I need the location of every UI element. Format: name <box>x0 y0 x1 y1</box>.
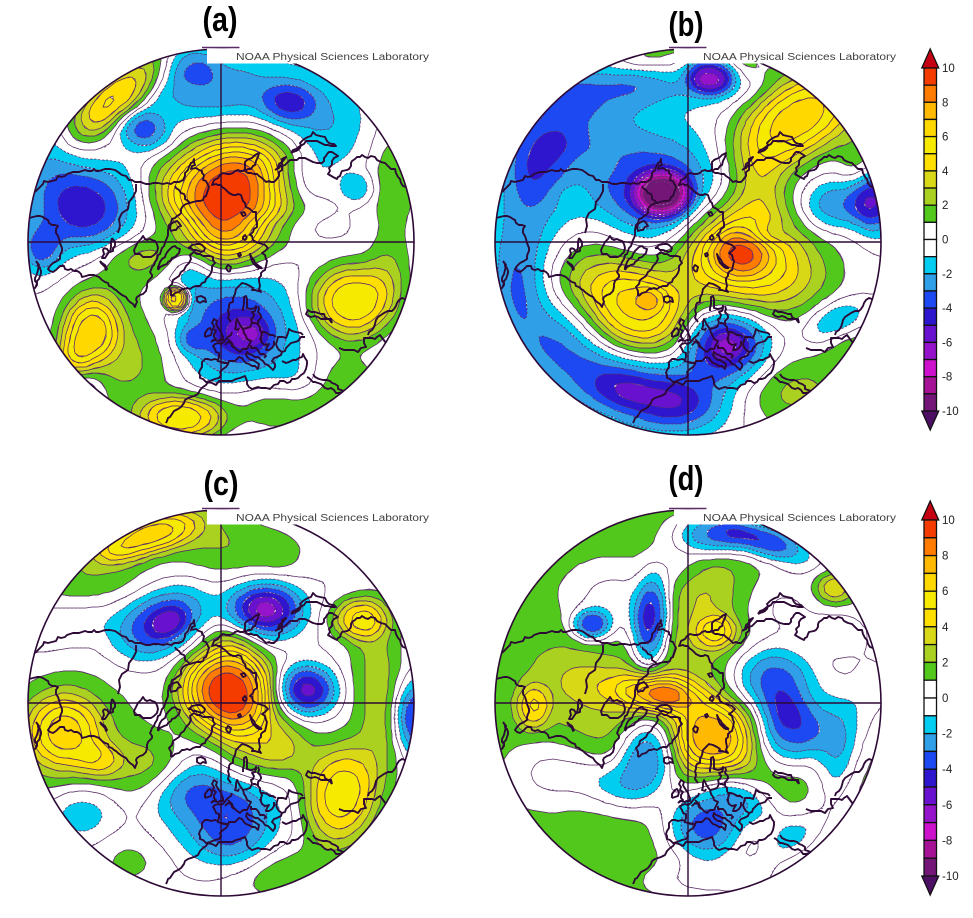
svg-text:4: 4 <box>942 622 949 634</box>
svg-text:(c): (c) <box>204 465 239 503</box>
svg-text:10: 10 <box>942 515 955 527</box>
svg-text:0: 0 <box>942 235 948 247</box>
svg-text:-8: -8 <box>942 835 952 847</box>
svg-text:0: 0 <box>942 693 948 705</box>
svg-text:-4: -4 <box>942 303 953 315</box>
svg-text:4: 4 <box>942 166 949 178</box>
svg-text:2: 2 <box>942 200 948 212</box>
svg-text:6: 6 <box>942 586 948 598</box>
svg-text:(d): (d) <box>669 460 704 498</box>
svg-text:8: 8 <box>942 97 948 109</box>
svg-text:-8: -8 <box>942 372 952 384</box>
svg-text:-6: -6 <box>942 337 952 349</box>
svg-text:NOAA Physical Sciences Laborat: NOAA Physical Sciences Laboratory <box>236 52 429 63</box>
svg-text:(b): (b) <box>669 6 704 44</box>
svg-text:8: 8 <box>942 551 948 563</box>
svg-text:-2: -2 <box>942 269 952 281</box>
svg-text:2: 2 <box>942 657 948 669</box>
svg-text:NOAA Physical Sciences Laborat: NOAA Physical Sciences Laboratory <box>703 513 896 524</box>
svg-text:NOAA Physical Sciences Laborat: NOAA Physical Sciences Laboratory <box>703 52 896 63</box>
svg-text:6: 6 <box>942 132 948 144</box>
svg-text:(a): (a) <box>203 1 238 39</box>
svg-text:-4: -4 <box>942 764 953 776</box>
svg-text:-10: -10 <box>942 871 959 883</box>
svg-text:10: 10 <box>942 63 955 75</box>
svg-text:-10: -10 <box>942 406 959 418</box>
svg-text:-2: -2 <box>942 729 952 741</box>
svg-text:NOAA Physical Sciences Laborat: NOAA Physical Sciences Laboratory <box>236 513 429 524</box>
svg-text:-6: -6 <box>942 800 952 812</box>
